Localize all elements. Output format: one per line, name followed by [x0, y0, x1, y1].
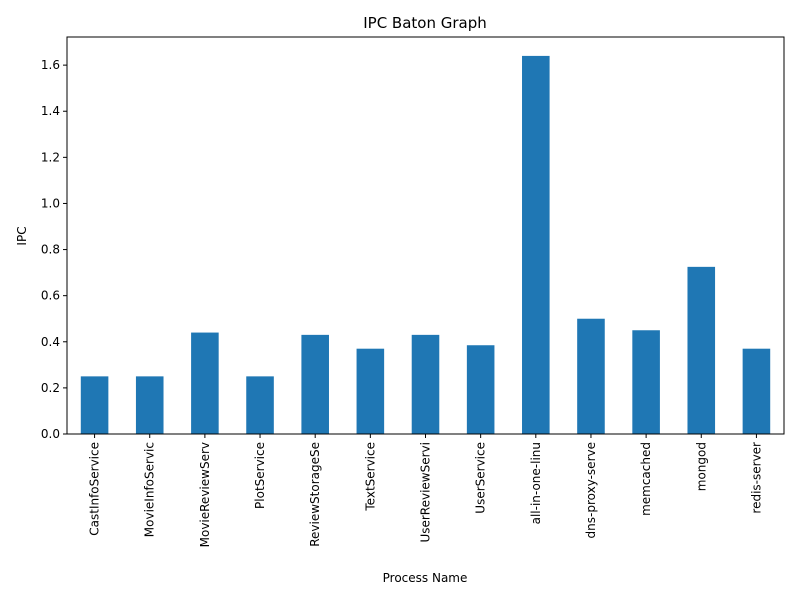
y-tick-label: 0.2 — [41, 381, 60, 395]
bar-all-in-one-linu — [522, 55, 550, 435]
y-tick-label: 1.6 — [41, 58, 60, 72]
bar-ReviewStorageSe — [301, 334, 329, 434]
bar-TextService — [356, 348, 385, 434]
bars-group — [80, 55, 771, 435]
y-tick-label: 1.2 — [41, 150, 60, 164]
bar-MovieInfoServic — [135, 376, 164, 434]
bar-PlotService — [246, 376, 274, 434]
y-tick-label: 0.0 — [41, 427, 60, 441]
x-tick-label: ReviewStorageSe — [308, 442, 322, 547]
y-tick-label: 1.4 — [41, 104, 60, 118]
x-tick-label: MovieReviewServ — [198, 442, 212, 547]
x-tick-label: PlotService — [253, 442, 267, 509]
x-axis-label: Process Name — [383, 571, 468, 585]
bar-memcached — [632, 330, 660, 434]
x-tick-label: mongod — [694, 442, 708, 491]
x-tick-label: UserService — [474, 442, 488, 514]
bar-UserService — [466, 345, 495, 434]
y-axis: 0.0 0.2 0.4 0.6 0.8 1.0 1.2 1.4 1.6 — [41, 58, 67, 441]
y-tick-label: 0.8 — [41, 243, 60, 257]
chart-title: IPC Baton Graph — [363, 14, 487, 32]
bar-MovieReviewServ — [191, 332, 219, 434]
bar-CastInfoService — [80, 376, 109, 434]
x-tick-label: MovieInfoServic — [143, 442, 157, 537]
x-tick-label: TextService — [363, 442, 377, 512]
x-tick-label: all-in-one-linu — [529, 442, 543, 524]
y-axis-label: IPC — [15, 226, 29, 245]
bar-redis-server — [742, 348, 771, 434]
x-tick-label: dns-proxy-serve — [584, 442, 598, 538]
x-tick-label: redis-server — [749, 442, 763, 514]
bar-UserReviewServi — [411, 334, 440, 434]
bar-dns-proxy-serve — [577, 318, 605, 434]
x-tick-label: UserReviewServi — [419, 442, 433, 543]
bar-mongod — [687, 266, 716, 434]
x-axis: CastInfoService MovieInfoServic MovieRevie… — [88, 434, 763, 547]
x-tick-label: memcached — [639, 442, 653, 516]
x-tick-label: CastInfoService — [88, 442, 102, 536]
y-tick-label: 1.0 — [41, 196, 60, 210]
y-tick-label: 0.4 — [41, 335, 60, 349]
y-tick-label: 0.6 — [41, 289, 60, 303]
